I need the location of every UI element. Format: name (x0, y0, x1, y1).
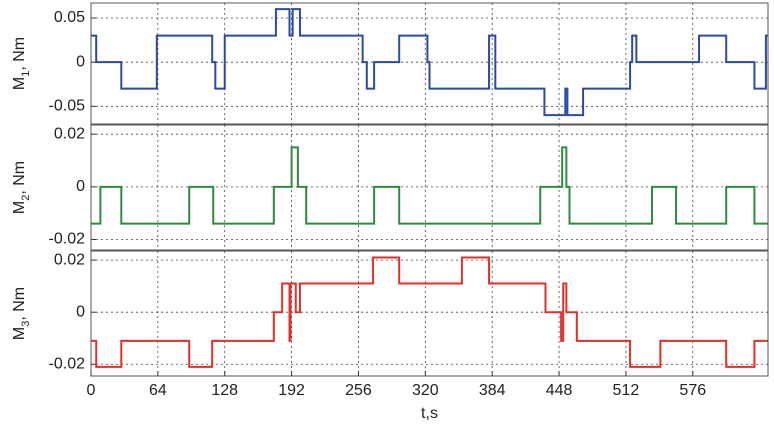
y-tick-label: 0.02 (54, 251, 85, 268)
signal-line (91, 8, 768, 117)
y-label-unit: , Nm (11, 287, 28, 321)
signal-line (91, 256, 768, 368)
y-tick-label: -0.02 (49, 356, 86, 373)
y-label-symbol: M (11, 327, 28, 340)
y-tick-label: 0.05 (54, 9, 85, 26)
x-tick-label: 0 (87, 382, 96, 399)
y-tick-label: -0.02 (49, 231, 86, 248)
x-tick-label: 64 (149, 382, 167, 399)
y-label-symbol: M (11, 77, 28, 90)
y-label-unit: , Nm (11, 37, 28, 71)
signal-line (91, 146, 768, 225)
y-tick-label: 0.02 (54, 125, 85, 142)
plot-frame (90, 250, 769, 377)
y-label-subscript: 3 (20, 321, 32, 327)
y-tick-label: 0 (76, 178, 85, 195)
plot-frame (90, 124, 769, 251)
y-label-subscript: 1 (20, 71, 32, 77)
x-tick-label: 192 (278, 382, 305, 399)
y-axis-label: M1, Nm (11, 37, 32, 90)
x-tick-label: 576 (679, 382, 706, 399)
y-tick-label: -0.05 (49, 98, 86, 115)
y-label-symbol: M (11, 201, 28, 214)
x-tick-label: 128 (211, 382, 238, 399)
y-label-subscript: 2 (20, 195, 32, 201)
x-tick-label: 512 (613, 382, 640, 399)
y-tick-label: 0 (76, 53, 85, 70)
x-tick-label: 384 (479, 382, 506, 399)
y-axis-label: M2, Nm (11, 161, 32, 214)
x-tick-label: 256 (345, 382, 372, 399)
plot-frame (90, 2, 769, 125)
x-tick-label: 448 (546, 382, 573, 399)
y-axis-label: M3, Nm (11, 287, 32, 340)
y-label-unit: , Nm (11, 161, 28, 195)
x-axis-label: t,s (421, 405, 438, 422)
x-tick-label: 320 (412, 382, 439, 399)
y-tick-label: 0 (76, 303, 85, 320)
